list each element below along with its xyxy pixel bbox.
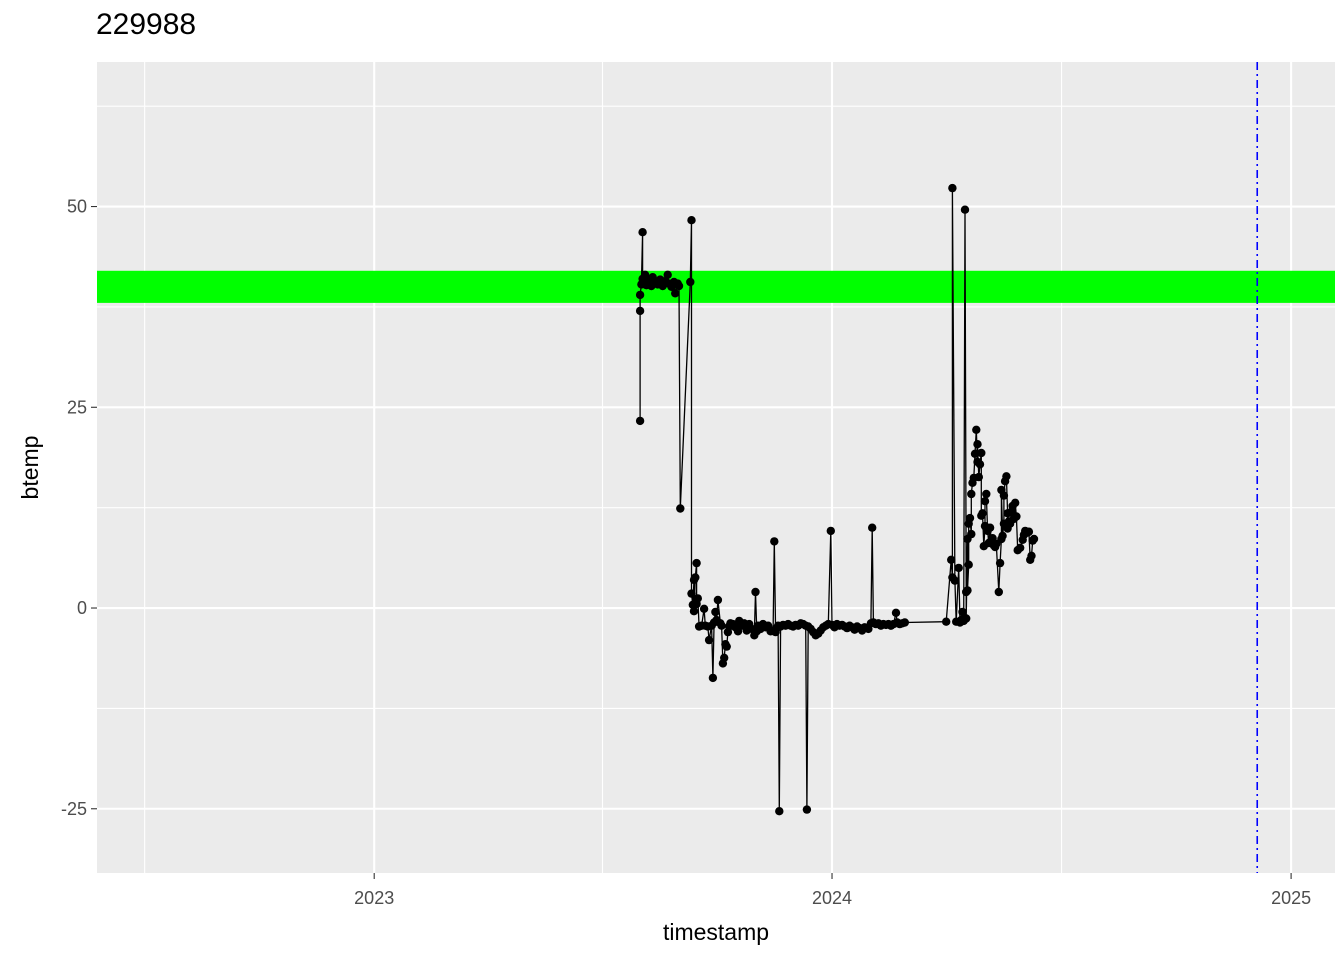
data-point [942, 617, 951, 626]
data-point [977, 448, 986, 458]
data-point [958, 607, 967, 617]
data-point [770, 537, 779, 546]
series-points [635, 183, 1039, 816]
data-point [693, 594, 702, 603]
data-point [1002, 472, 1011, 481]
data-point [717, 621, 726, 630]
data-point [1024, 527, 1034, 536]
y-tick-label: 25 [67, 397, 87, 417]
data-point [689, 607, 699, 616]
data-point [994, 587, 1003, 597]
data-point [960, 205, 970, 214]
data-point [691, 573, 700, 582]
data-point [972, 425, 981, 434]
data-point [635, 290, 645, 300]
y-tick-label: 0 [77, 598, 87, 618]
data-point [980, 497, 990, 506]
x-tick-label: 2023 [354, 888, 394, 908]
data-point [964, 560, 973, 569]
data-point [671, 289, 680, 298]
data-point [950, 576, 960, 585]
data-point [1012, 512, 1021, 521]
major-grid [97, 62, 1335, 873]
data-point [687, 216, 696, 225]
data-point [638, 228, 647, 237]
data-point [974, 472, 983, 482]
plot-panel-background [97, 62, 1335, 873]
data-point [1027, 551, 1036, 560]
data-point [674, 281, 684, 291]
data-point [967, 489, 976, 499]
x-tick-label: 2024 [812, 888, 852, 908]
data-point [699, 604, 709, 613]
data-point [686, 277, 695, 287]
chart-title: 229988 [96, 8, 197, 41]
data-point [802, 805, 812, 814]
data-point [720, 653, 729, 662]
data-point [713, 595, 723, 605]
data-point [970, 449, 980, 458]
data-point [965, 513, 975, 523]
data-point [999, 491, 1009, 500]
x-axis-ticks: 2023 2024 2025 [354, 873, 1311, 908]
data-point [962, 614, 971, 623]
data-point [663, 270, 672, 279]
x-tick-label: 2025 [1271, 888, 1311, 908]
data-point [635, 306, 645, 316]
data-point [973, 440, 982, 449]
data-point [891, 608, 901, 617]
data-point [954, 563, 963, 573]
data-point [967, 529, 976, 539]
x-axis-title: timestamp [663, 919, 769, 945]
data-point [775, 807, 784, 816]
data-point [635, 416, 645, 426]
data-point [704, 635, 714, 645]
data-point [722, 642, 731, 651]
data-point [711, 607, 720, 617]
data-point [708, 673, 718, 683]
data-point [687, 589, 696, 598]
data-point [1016, 543, 1025, 552]
data-point [947, 555, 956, 564]
y-axis-ticks: -25 0 25 50 [61, 197, 97, 819]
data-point [975, 460, 985, 469]
data-point [995, 558, 1005, 568]
y-axis-title: btemp [17, 436, 43, 500]
data-point [982, 489, 991, 499]
y-tick-label: 50 [67, 197, 87, 217]
data-point [998, 531, 1007, 540]
data-point [948, 183, 957, 193]
data-point [1011, 498, 1020, 507]
data-point [985, 523, 995, 532]
data-point [868, 523, 877, 532]
data-point [963, 586, 972, 595]
data-point [978, 509, 987, 518]
data-point [826, 526, 835, 536]
minor-grid [97, 62, 1335, 873]
data-point [692, 558, 701, 568]
reference-band [97, 270, 1335, 303]
data-point [751, 587, 760, 597]
data-point [676, 504, 685, 513]
data-point [1029, 534, 1039, 544]
y-tick-label: -25 [61, 799, 87, 819]
data-point [900, 618, 909, 627]
